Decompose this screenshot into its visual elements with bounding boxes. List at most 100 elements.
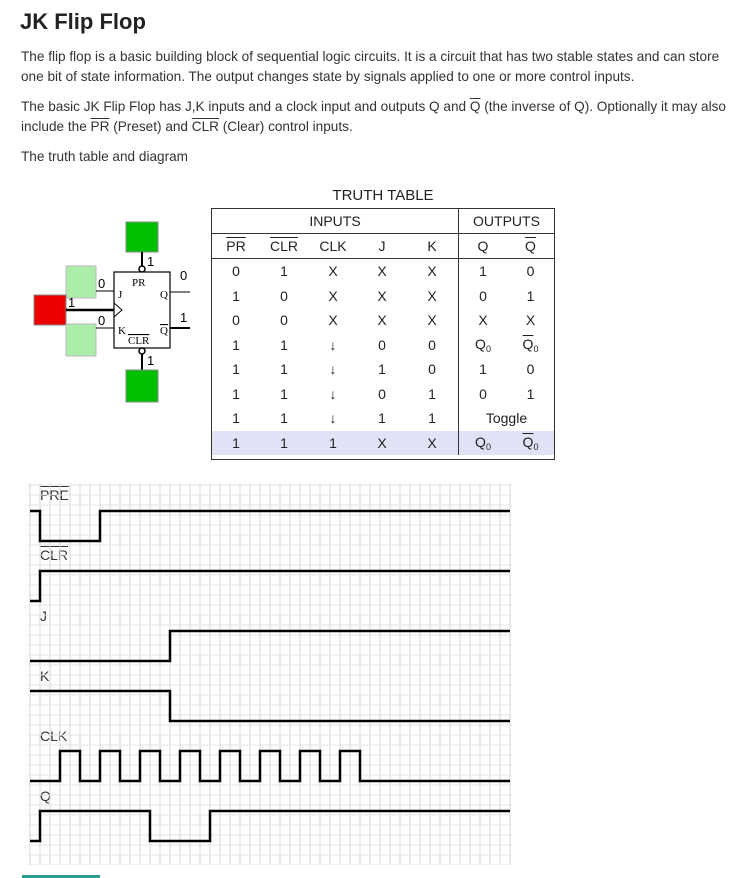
table-cell: 1 [232, 385, 240, 402]
j-input-toggle[interactable] [65, 265, 97, 299]
chip-qbar-label: Q [160, 325, 168, 337]
table-row: 0 1 X X X 1 0 [212, 258, 554, 284]
header-clk: CLK [308, 233, 358, 259]
table-cell: 1 [280, 410, 288, 427]
wave-trace-clk [30, 749, 510, 783]
table-cell: X [458, 308, 507, 333]
table-cell: 1 [428, 385, 436, 402]
table-cell: 0 [526, 361, 535, 378]
accent-underline [22, 875, 100, 878]
wave-trace-clr [30, 569, 510, 603]
q-value: 0 [180, 268, 187, 283]
k-input-toggle[interactable] [65, 323, 97, 357]
table-row: 1 1 1 X X Q0 Q0 [212, 430, 554, 455]
chip-clr-label: CLR [128, 335, 150, 347]
table-cell: 1 [526, 385, 535, 402]
table-cell: Q0 [458, 332, 507, 357]
table-cell: 1 [280, 263, 288, 280]
chip-q-label: Q [160, 289, 168, 301]
wave-trace-q [30, 809, 510, 843]
table-row: 1 1 ↓ 1 0 1 0 [212, 357, 554, 382]
wave-label-q: Q [40, 788, 51, 804]
table-cell: 1 [458, 357, 507, 382]
table-cell: 1 [260, 430, 308, 455]
desc-clr: CLR [191, 119, 219, 134]
table-cell: 1 [428, 410, 436, 427]
timing-grid [28, 483, 512, 865]
table-cell: 1 [458, 258, 507, 284]
timing-traces [30, 509, 510, 843]
table-cell: 1 [526, 287, 535, 304]
table-cell: X [377, 263, 387, 280]
clk-input-toggle[interactable] [33, 294, 67, 326]
table-cell: X [328, 287, 338, 304]
table-cell: 0 [378, 385, 386, 402]
intro-paragraph: The flip flop is a basic building block … [21, 49, 720, 84]
table-cell: X [427, 287, 437, 304]
wave-trace-k [30, 689, 510, 723]
table-cell: 0 [458, 283, 507, 308]
table-cell: X [377, 287, 387, 304]
table-cell: 0 [378, 336, 386, 353]
pr-input-toggle[interactable] [125, 221, 159, 253]
table-cell: 1 [212, 430, 260, 455]
table-cell: 0 [428, 336, 436, 353]
table-cell: 1 [280, 336, 288, 353]
inputs-group-header: INPUTS [212, 209, 459, 234]
truth-table-title: TRUTH TABLE [332, 187, 434, 204]
table-cell: X [328, 263, 338, 280]
table-cell: ↓ [329, 410, 337, 427]
wave-trace-j [30, 629, 510, 663]
desc-text-b: (the inverse of Q). Optionally it may al… [21, 99, 726, 134]
flip-flop-chip [113, 271, 171, 349]
table-cell: X [427, 312, 437, 329]
table-cell: 1 [308, 430, 358, 455]
table-cell: 1 [280, 361, 288, 378]
qbar-value: 1 [180, 310, 187, 325]
table-cell: ↓ [329, 336, 337, 353]
timing-diagram [28, 483, 512, 865]
table-row: 0 0 X X X X X [212, 308, 554, 333]
table-cell: Q0 [458, 430, 507, 455]
table-row: 1 1 ↓ 0 1 0 1 [212, 381, 554, 406]
table-cell: 1 [378, 361, 386, 378]
header-q: Q [458, 233, 507, 259]
page-title: JK Flip Flop [20, 9, 146, 34]
wave-label-j: J [40, 608, 47, 624]
header-k: K [406, 233, 459, 259]
table-cell: 1 [232, 336, 240, 353]
table-row: 1 1 ↓ 0 0 Q0 Q0 [212, 332, 554, 357]
outputs-group-header: OUTPUTS [458, 209, 554, 234]
chip-k-label: K [118, 325, 126, 337]
truth-table-body: 0 1 X X X 1 0 1 0 X X X 0 1 0 0 X X X X X 1 1 ↓ 0 0 Q0 Q0 1 1 ↓ 1 0 1 0 1 1 ↓… [212, 258, 554, 455]
header-pr: PR [212, 233, 260, 259]
description-paragraph: The basic JK Flip Flop has J,K inputs an… [21, 97, 736, 137]
table-cell: 1 [378, 410, 386, 427]
table-cell: 1 [280, 385, 288, 402]
jk-flip-flop-circuit: 1 PR J Q K Q CLR 0 1 0 0 1 1 [33, 221, 190, 403]
header-qbar: Q [507, 233, 554, 259]
desc-text-c: (Preset) and [109, 119, 192, 134]
table-cell: Q0 [522, 335, 539, 354]
chip-pr-label: PR [132, 277, 146, 289]
table-cell: 0 [526, 263, 535, 280]
clr-input-toggle[interactable] [125, 369, 159, 403]
table-cell: Q0 [507, 430, 554, 455]
table-row: 1 0 X X X 0 1 [212, 283, 554, 308]
desc-qbar: Q [469, 99, 481, 114]
table-cell: X [406, 430, 459, 455]
clk-value: 1 [68, 295, 75, 310]
table-cell: X [358, 430, 406, 455]
table-cell: 0 [232, 312, 240, 329]
table-cell: Toggle [458, 406, 554, 431]
chip-j-label: J [118, 289, 123, 301]
table-cell: 0 [232, 263, 240, 280]
table-cell: X [427, 263, 437, 280]
desc-text-a: The basic JK Flip Flop has J,K inputs an… [21, 99, 470, 114]
k-value: 0 [98, 313, 105, 328]
table-cell: 1 [232, 287, 240, 304]
table-cell: ↓ [329, 361, 337, 378]
truth-table-intro: The truth table and diagram [21, 149, 189, 164]
header-clr: CLR [260, 233, 308, 259]
